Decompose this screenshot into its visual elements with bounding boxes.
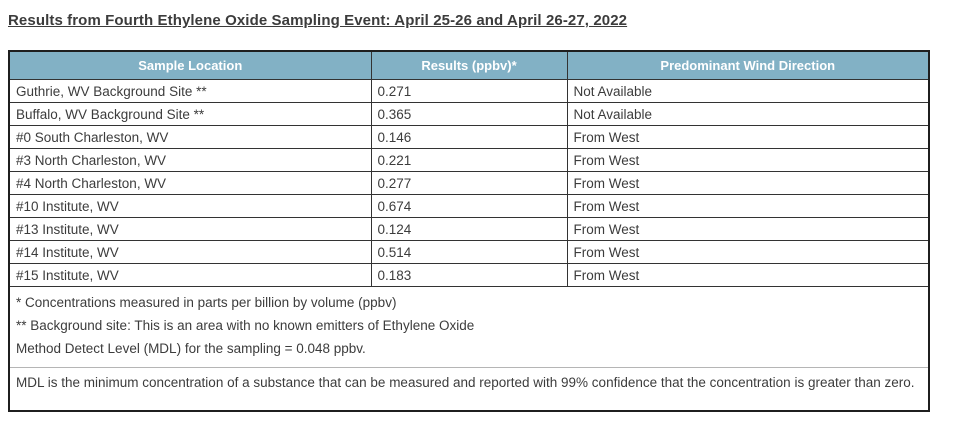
- results-footnotes: * Concentrations measured in parts per b…: [8, 286, 930, 412]
- sample-location-cell: #13 Institute, WV: [8, 217, 372, 241]
- results-table-header: Sample Location Results (ppbv)* Predomin…: [8, 50, 930, 80]
- table-row: #4 North Charleston, WV 0.277 From West: [8, 171, 930, 195]
- wind-direction-cell: From West: [566, 171, 930, 195]
- result-cell: 0.221: [370, 148, 568, 172]
- results-table: Sample Location Results (ppbv)* Predomin…: [8, 50, 930, 412]
- results-tbody: Guthrie, WV Background Site ** 0.271 Not A…: [8, 79, 930, 287]
- footnotes-cell: * Concentrations measured in parts per b…: [8, 286, 930, 368]
- footnote-ppbv: * Concentrations measured in parts per b…: [16, 295, 397, 310]
- table-row: #10 Institute, WV 0.674 From West: [8, 194, 930, 218]
- sample-location-cell: #14 Institute, WV: [8, 240, 372, 264]
- sample-location-cell: #4 North Charleston, WV: [8, 171, 372, 195]
- result-cell: 0.124: [370, 217, 568, 241]
- table-row: Guthrie, WV Background Site ** 0.271 Not A…: [8, 79, 930, 103]
- table-row: #3 North Charleston, WV 0.221 From West: [8, 148, 930, 172]
- wind-direction-cell: From West: [566, 263, 930, 287]
- sample-location-cell: Guthrie, WV Background Site **: [8, 79, 372, 103]
- footnote-mdl-value: Method Detect Level (MDL) for the sampli…: [16, 341, 366, 356]
- table-row: Buffalo, WV Background Site ** 0.365 Not A…: [8, 102, 930, 126]
- sample-location-cell: #15 Institute, WV: [8, 263, 372, 287]
- wind-direction-cell: Not Available: [566, 79, 930, 103]
- footnote-background-site: ** Background site: This is an area with…: [16, 318, 475, 333]
- header-sample-location: Sample Location: [8, 50, 372, 80]
- result-cell: 0.271: [370, 79, 568, 103]
- sample-location-cell: Buffalo, WV Background Site **: [8, 102, 372, 126]
- result-cell: 0.146: [370, 125, 568, 149]
- table-row: #13 Institute, WV 0.124 From West: [8, 217, 930, 241]
- header-results-ppbv: Results (ppbv)*: [370, 50, 568, 80]
- result-cell: 0.365: [370, 102, 568, 126]
- sample-location-cell: #10 Institute, WV: [8, 194, 372, 218]
- mdl-definition-cell: MDL is the minimum concentration of a su…: [8, 367, 930, 412]
- wind-direction-cell: Not Available: [566, 102, 930, 126]
- wind-direction-cell: From West: [566, 125, 930, 149]
- page-title: Results from Fourth Ethylene Oxide Sampl…: [8, 12, 628, 29]
- result-cell: 0.277: [370, 171, 568, 195]
- wind-direction-cell: From West: [566, 148, 930, 172]
- wind-direction-cell: From West: [566, 240, 930, 264]
- table-row: #14 Institute, WV 0.514 From West: [8, 240, 930, 264]
- wind-direction-cell: From West: [566, 194, 930, 218]
- header-row: Sample Location Results (ppbv)* Predomin…: [8, 50, 930, 80]
- mdl-definition-row: MDL is the minimum concentration of a su…: [8, 367, 930, 412]
- result-cell: 0.183: [370, 263, 568, 287]
- result-cell: 0.514: [370, 240, 568, 264]
- table-row: #15 Institute, WV 0.183 From West: [8, 263, 930, 287]
- sample-location-cell: #0 South Charleston, WV: [8, 125, 372, 149]
- footnotes-row: * Concentrations measured in parts per b…: [8, 286, 930, 368]
- table-row: #0 South Charleston, WV 0.146 From West: [8, 125, 930, 149]
- sample-location-cell: #3 North Charleston, WV: [8, 148, 372, 172]
- result-cell: 0.674: [370, 194, 568, 218]
- wind-direction-cell: From West: [566, 217, 930, 241]
- header-wind-direction: Predominant Wind Direction: [566, 50, 930, 80]
